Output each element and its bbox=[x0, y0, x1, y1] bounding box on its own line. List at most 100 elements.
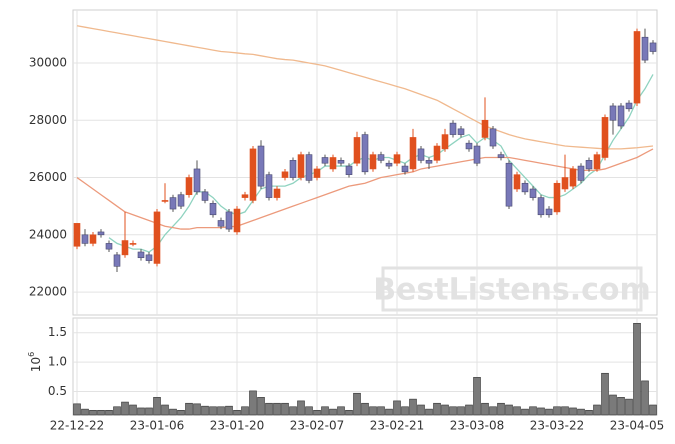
volume-bar bbox=[145, 407, 153, 416]
volume-bar bbox=[105, 409, 113, 416]
candle-body bbox=[625, 102, 633, 110]
candle-body bbox=[353, 137, 361, 164]
candle-body bbox=[593, 154, 601, 170]
candle-body bbox=[553, 182, 561, 213]
volume-bar bbox=[225, 405, 233, 416]
volume-bar bbox=[601, 372, 609, 416]
candle-body bbox=[449, 122, 457, 135]
volume-bar bbox=[337, 406, 345, 416]
volume-bar bbox=[625, 398, 633, 416]
candle-body bbox=[201, 191, 209, 201]
y-tick-label: 24000 bbox=[29, 227, 67, 241]
candle-body bbox=[89, 234, 97, 244]
volume-bar bbox=[257, 397, 265, 416]
volume-bar bbox=[281, 402, 289, 416]
volume-bar bbox=[377, 406, 385, 416]
candle-body bbox=[225, 211, 233, 230]
candle-body bbox=[137, 251, 145, 259]
candle-body bbox=[401, 165, 409, 173]
moving-average-line bbox=[76, 25, 654, 150]
candle-body bbox=[73, 223, 81, 247]
volume-bar bbox=[617, 397, 625, 416]
volume-bar bbox=[577, 408, 585, 416]
watermark: BestListens.com bbox=[373, 266, 651, 312]
candle-body bbox=[249, 148, 257, 201]
candle-body bbox=[649, 42, 657, 52]
candle-body bbox=[585, 160, 593, 170]
x-tick-label: 23-03-08 bbox=[450, 419, 504, 433]
candle-body bbox=[209, 203, 217, 216]
volume-bar bbox=[633, 322, 641, 416]
volume-bar bbox=[353, 392, 361, 416]
candle-body bbox=[297, 154, 305, 178]
volume-bar bbox=[385, 408, 393, 416]
volume-bar bbox=[321, 406, 329, 416]
x-tick-label: 23-02-07 bbox=[290, 419, 344, 433]
x-tick-label: 23-04-05 bbox=[610, 419, 664, 433]
volume-bar bbox=[345, 409, 353, 416]
volume-bar bbox=[609, 394, 617, 416]
volume-bar bbox=[481, 402, 489, 416]
candle-body bbox=[601, 117, 609, 158]
candle-body bbox=[609, 105, 617, 121]
candle-body bbox=[505, 162, 513, 207]
candle-body bbox=[193, 168, 201, 193]
volume-bar bbox=[193, 403, 201, 416]
candle-body bbox=[129, 243, 137, 245]
candle-body bbox=[121, 240, 129, 256]
volume-bar bbox=[169, 408, 177, 416]
volume-scale-label: 106 bbox=[27, 352, 43, 372]
volume-bar bbox=[585, 409, 593, 416]
candle-body bbox=[329, 157, 337, 170]
candle-body bbox=[273, 188, 281, 198]
watermark-text: BestListens.com bbox=[373, 273, 651, 308]
candle-body bbox=[481, 119, 489, 138]
volume-bar bbox=[121, 401, 129, 416]
volume-bar bbox=[505, 404, 513, 416]
x-tick-label: 23-01-20 bbox=[210, 419, 264, 433]
volume-bar bbox=[369, 406, 377, 416]
volume-bar bbox=[265, 402, 273, 416]
candle-body bbox=[641, 36, 649, 61]
volume-bar bbox=[393, 400, 401, 416]
volume-bar bbox=[649, 404, 657, 416]
candle-body bbox=[289, 160, 297, 178]
volume-bar bbox=[89, 409, 97, 416]
x-tick-label: 22-12-22 bbox=[50, 419, 104, 433]
candle-body bbox=[161, 200, 169, 202]
candle-body bbox=[241, 194, 249, 198]
volume-bar bbox=[273, 402, 281, 416]
candle-body bbox=[217, 220, 225, 227]
volume-bar bbox=[465, 404, 473, 416]
candle-body bbox=[233, 208, 241, 233]
y-tick-label: 0.5 bbox=[48, 384, 67, 398]
volume-bar bbox=[201, 405, 209, 416]
volume-bar bbox=[409, 398, 417, 416]
candle-body bbox=[473, 145, 481, 164]
candle-body bbox=[457, 128, 465, 135]
watermark-box bbox=[381, 266, 643, 312]
candle-body bbox=[369, 154, 377, 170]
candle-body bbox=[489, 128, 497, 147]
volume-bar bbox=[97, 409, 105, 416]
candle-body bbox=[425, 160, 433, 164]
volume-bar bbox=[433, 402, 441, 416]
volume-bar bbox=[401, 406, 409, 416]
volume-bar bbox=[593, 404, 601, 416]
y-tick-label: 28000 bbox=[29, 113, 67, 127]
candle-body bbox=[321, 157, 329, 164]
candle-body bbox=[385, 162, 393, 167]
candle-body bbox=[561, 177, 569, 190]
candle-body bbox=[537, 197, 545, 216]
volume-bar bbox=[313, 409, 321, 416]
volume-bar bbox=[81, 408, 89, 416]
volume-bar bbox=[489, 406, 497, 416]
candle-body bbox=[441, 134, 449, 150]
x-tick-label: 23-01-06 bbox=[130, 419, 184, 433]
x-tick-label: 23-03-22 bbox=[530, 419, 584, 433]
volume-bar bbox=[329, 408, 337, 416]
candle-body bbox=[97, 231, 105, 236]
volume-bar bbox=[473, 377, 481, 416]
volume-bar bbox=[553, 406, 561, 416]
